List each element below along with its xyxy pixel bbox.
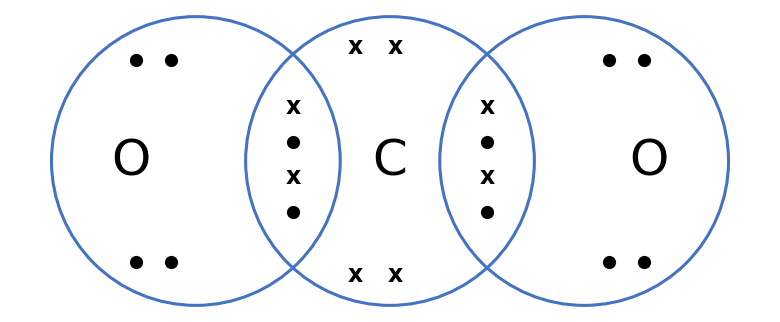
Text: x: x — [388, 262, 402, 287]
Text: C: C — [373, 137, 407, 185]
Text: x: x — [480, 165, 495, 189]
Text: O: O — [629, 137, 668, 185]
Text: x: x — [480, 95, 495, 119]
Point — [165, 259, 177, 264]
Point — [638, 58, 651, 63]
Point — [480, 139, 493, 145]
Text: x: x — [348, 35, 363, 60]
Point — [129, 259, 142, 264]
Text: O: O — [112, 137, 151, 185]
Point — [165, 58, 177, 63]
Text: x: x — [285, 165, 300, 189]
Point — [480, 209, 493, 214]
Point — [603, 58, 615, 63]
Point — [129, 58, 142, 63]
Point — [603, 259, 615, 264]
Text: x: x — [285, 95, 300, 119]
Point — [287, 139, 300, 145]
Point — [287, 209, 300, 214]
Point — [638, 259, 651, 264]
Text: x: x — [388, 35, 402, 60]
Text: x: x — [348, 262, 363, 287]
